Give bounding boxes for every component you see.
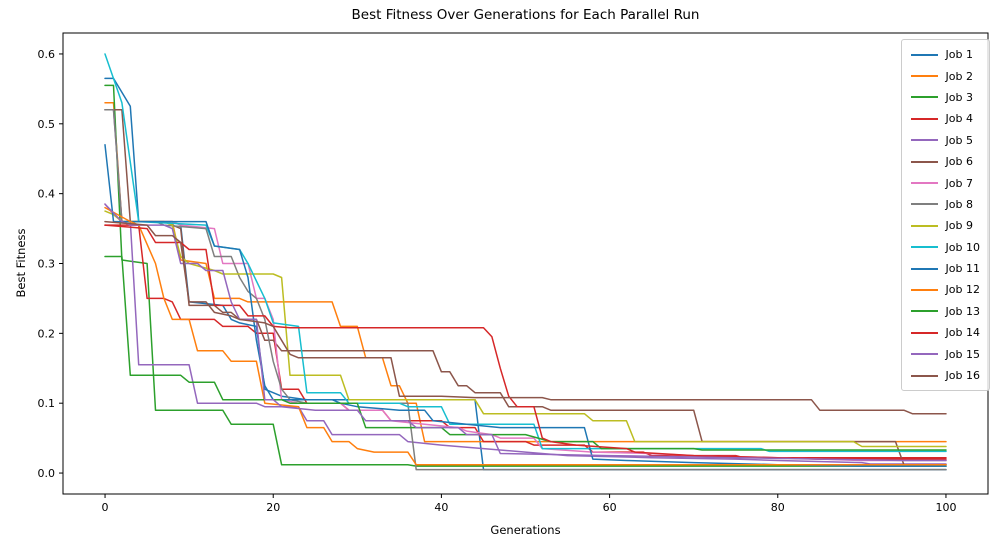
legend-label: Job 6 bbox=[945, 155, 973, 169]
series-line-job-12 bbox=[104, 206, 947, 466]
x-tick-label: 80 bbox=[771, 501, 785, 514]
y-tick-label: 0.5 bbox=[38, 118, 56, 131]
series-line-job-13 bbox=[104, 255, 947, 451]
legend-line-swatch bbox=[910, 203, 938, 206]
x-tick-label: 40 bbox=[434, 501, 448, 514]
series-line-job-9 bbox=[104, 210, 947, 448]
legend-item-job-2: Job 2 bbox=[910, 65, 980, 86]
legend-item-job-12: Job 12 bbox=[910, 279, 980, 300]
series-line-job-1 bbox=[104, 77, 947, 471]
legend-label: Job 9 bbox=[945, 219, 973, 233]
series-line-job-2 bbox=[104, 102, 947, 443]
legend-label: Job 11 bbox=[945, 262, 980, 276]
series-line-job-6 bbox=[104, 109, 947, 466]
legend-item-job-11: Job 11 bbox=[910, 258, 980, 279]
series-line-job-16 bbox=[104, 220, 947, 415]
legend-line-swatch bbox=[910, 246, 938, 249]
y-tick-label: 0.2 bbox=[38, 327, 56, 340]
series-line-job-7 bbox=[104, 203, 947, 462]
legend-label: Job 15 bbox=[945, 347, 980, 361]
series-line-job-11 bbox=[104, 144, 947, 467]
y-tick-label: 0.4 bbox=[38, 188, 56, 201]
legend-label: Job 4 bbox=[945, 112, 973, 126]
legend-label: Job 3 bbox=[945, 90, 973, 104]
legend-item-job-16: Job 16 bbox=[910, 365, 980, 386]
legend-label: Job 8 bbox=[945, 197, 973, 211]
x-tick-label: 20 bbox=[266, 501, 280, 514]
legend-line-swatch bbox=[910, 310, 938, 313]
legend-item-job-15: Job 15 bbox=[910, 343, 980, 364]
y-tick-label: 0.0 bbox=[38, 467, 56, 480]
legend-line-swatch bbox=[910, 160, 938, 163]
legend: Job 1 Job 2 Job 3 Job 4 Job 5 Job 6 Job 7 Job 8… bbox=[900, 39, 990, 392]
legend-line-swatch bbox=[910, 75, 938, 78]
y-axis-label: Best Fitness bbox=[14, 228, 28, 298]
legend-line-swatch bbox=[910, 331, 938, 334]
legend-label: Job 5 bbox=[945, 133, 973, 147]
legend-item-job-5: Job 5 bbox=[910, 130, 980, 151]
chart-title: Best Fitness Over Generations for Each P… bbox=[351, 7, 700, 23]
legend-item-job-6: Job 6 bbox=[910, 151, 980, 172]
legend-line-swatch bbox=[910, 353, 938, 356]
legend-item-job-13: Job 13 bbox=[910, 301, 980, 322]
legend-label: Job 7 bbox=[945, 176, 973, 190]
legend-line-swatch bbox=[910, 374, 938, 377]
x-axis-label: Generations bbox=[490, 523, 561, 537]
legend-line-swatch bbox=[910, 182, 938, 185]
legend-label: Job 12 bbox=[945, 283, 980, 297]
legend-label: Job 10 bbox=[945, 240, 980, 254]
legend-line-swatch bbox=[910, 96, 938, 99]
series-line-job-15 bbox=[104, 203, 947, 462]
legend-label: Job 13 bbox=[945, 304, 980, 318]
legend-label: Job 14 bbox=[945, 326, 980, 340]
legend-item-job-10: Job 10 bbox=[910, 237, 980, 258]
series-line-job-5 bbox=[104, 109, 947, 465]
legend-item-job-3: Job 3 bbox=[910, 87, 980, 108]
series-line-job-3 bbox=[104, 84, 947, 467]
legend-item-job-4: Job 4 bbox=[910, 108, 980, 129]
legend-label: Job 16 bbox=[945, 369, 980, 383]
y-tick-label: 0.3 bbox=[38, 258, 56, 271]
x-tick-label: 0 bbox=[102, 501, 109, 514]
legend-line-swatch bbox=[910, 53, 938, 56]
legend-item-job-9: Job 9 bbox=[910, 215, 980, 236]
legend-item-job-14: Job 14 bbox=[910, 322, 980, 343]
series-line-job-14 bbox=[104, 224, 947, 460]
legend-item-job-8: Job 8 bbox=[910, 194, 980, 215]
legend-line-swatch bbox=[910, 117, 938, 120]
x-tick-label: 100 bbox=[935, 501, 956, 514]
legend-label: Job 2 bbox=[945, 69, 973, 83]
series-line-job-10 bbox=[104, 53, 947, 453]
series-line-job-8 bbox=[104, 109, 947, 471]
legend-label: Job 1 bbox=[945, 48, 973, 62]
legend-item-job-1: Job 1 bbox=[910, 44, 980, 65]
y-tick-label: 0.6 bbox=[38, 48, 56, 61]
legend-line-swatch bbox=[910, 267, 938, 270]
legend-line-swatch bbox=[910, 288, 938, 291]
y-tick-label: 0.1 bbox=[38, 397, 56, 410]
legend-line-swatch bbox=[910, 139, 938, 142]
legend-line-swatch bbox=[910, 224, 938, 227]
x-tick-label: 60 bbox=[603, 501, 617, 514]
legend-item-job-7: Job 7 bbox=[910, 172, 980, 193]
